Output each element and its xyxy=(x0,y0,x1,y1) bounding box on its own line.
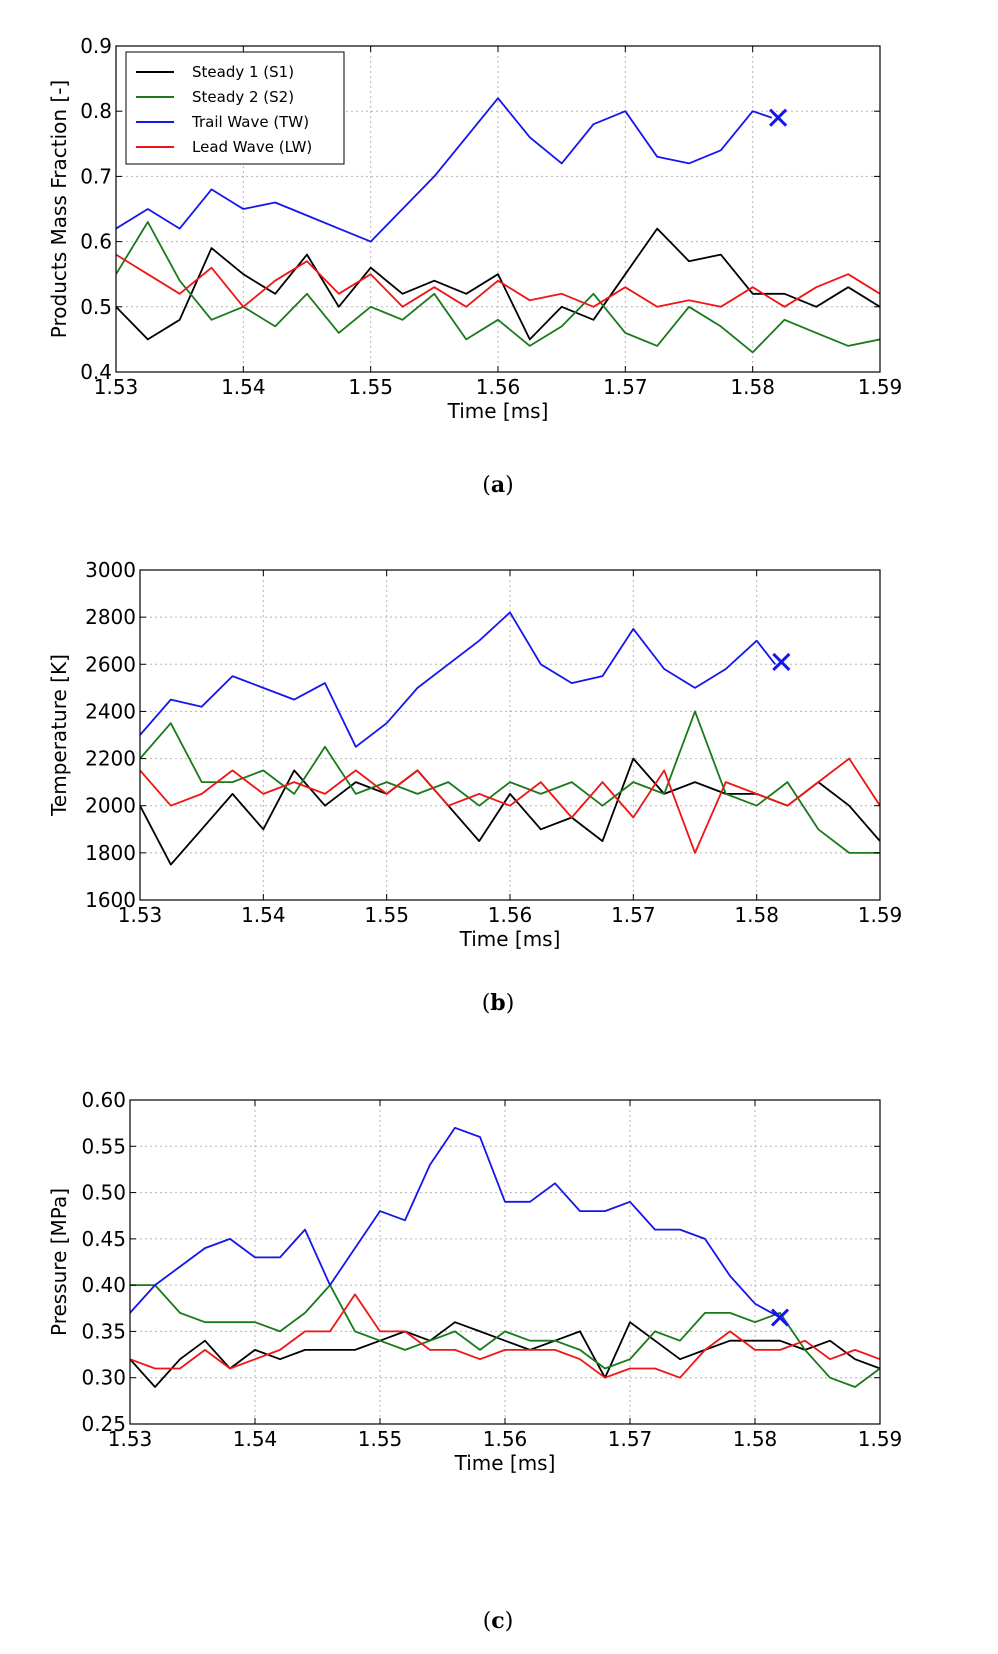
series-line-lead-wave-lw- xyxy=(116,253,880,308)
x-tick-label: 1.54 xyxy=(241,903,286,927)
y-tick-label: 1600 xyxy=(85,888,136,912)
x-axis-label: Time [ms] xyxy=(459,927,561,951)
caption-letter: b xyxy=(490,990,505,1016)
series-line-steady-2-s2- xyxy=(130,1284,880,1388)
series-line-lead-wave-lw- xyxy=(130,1293,880,1379)
y-tick-label: 0.4 xyxy=(80,360,112,384)
panel-b: 1.53 1.54 1.55 1.56 1.57 1.58 1.59 1600 1800 2000… xyxy=(47,558,902,1016)
legend-entry: Trail Wave (TW) xyxy=(191,113,309,131)
x-tick-label: 1.58 xyxy=(733,1427,778,1451)
y-tick-label: 2600 xyxy=(85,652,136,676)
x-tick-label: 1.59 xyxy=(858,375,903,399)
series-line-steady-1-s1- xyxy=(130,1321,880,1388)
y-tick-label: 2000 xyxy=(85,794,136,818)
x-axis-label: Time [ms] xyxy=(447,399,549,423)
legend-box xyxy=(125,51,345,165)
y-tick-label: 0.40 xyxy=(81,1273,126,1297)
y-tick-label: 0.5 xyxy=(80,295,112,319)
y-tick-label: 0.25 xyxy=(81,1412,126,1436)
y-tick-label: 2200 xyxy=(85,747,136,771)
panel-c: 1.53 1.54 1.55 1.56 1.57 1.58 1.59 0.25 0.30 0.35… xyxy=(47,1088,902,1634)
caption-open: ( xyxy=(482,473,491,498)
x-tick-label: 1.56 xyxy=(476,375,521,399)
caption-letter: a xyxy=(491,472,505,498)
caption-close: ) xyxy=(505,1609,514,1634)
legend-entry: Steady 1 (S1) xyxy=(192,63,294,81)
panel-a: 1.53 1.54 1.55 1.56 1.57 1.58 1.59 0.4 0.5 0.6 0.7… xyxy=(47,34,902,498)
series-group xyxy=(130,1126,880,1388)
x-tick-label: 1.59 xyxy=(858,903,903,927)
y-tick-label: 0.60 xyxy=(81,1088,126,1112)
x-tick-label: 1.59 xyxy=(858,1427,903,1451)
caption-open: ( xyxy=(482,991,491,1016)
x-tick-label: 1.57 xyxy=(611,903,656,927)
x-axis-label: Time [ms] xyxy=(454,1451,556,1475)
x-tick-label: 1.57 xyxy=(603,375,648,399)
series-group xyxy=(116,97,880,354)
y-tick-label: 3000 xyxy=(85,558,136,582)
y-tick-label: 0.35 xyxy=(81,1319,126,1343)
caption-close: ) xyxy=(505,473,514,498)
series-line-lead-wave-lw- xyxy=(140,757,880,854)
x-tick-label: 1.55 xyxy=(348,375,393,399)
x-tick-label: 1.53 xyxy=(118,903,163,927)
legend-entry: Steady 2 (S2) xyxy=(192,88,294,106)
y-tick-label: 0.7 xyxy=(80,164,112,188)
x-tick-label: 1.55 xyxy=(358,1427,403,1451)
x-tick-label: 1.57 xyxy=(608,1427,653,1451)
series-line-trail-wave-tw- xyxy=(116,97,773,243)
panel-caption: (a) xyxy=(482,472,513,498)
x-tick-label: 1.54 xyxy=(221,375,266,399)
x-tick-label: 1.58 xyxy=(730,375,775,399)
series-line-steady-2-s2- xyxy=(140,710,880,854)
x-tick-label: 1.56 xyxy=(488,903,533,927)
x-tick-label: 1.54 xyxy=(233,1427,278,1451)
caption-open: ( xyxy=(483,1609,492,1634)
end-marker xyxy=(769,108,788,127)
caption-letter: c xyxy=(491,1608,504,1634)
panel-caption: (b) xyxy=(482,990,515,1016)
y-tick-label: 0.55 xyxy=(81,1134,126,1158)
panel-caption: (c) xyxy=(483,1608,514,1634)
x-tick-label: 1.55 xyxy=(364,903,409,927)
y-tick-label: 2800 xyxy=(85,605,136,629)
x-tick-label: 1.53 xyxy=(108,1427,153,1451)
y-tick-label: 0.30 xyxy=(81,1366,126,1390)
series-line-trail-wave-tw- xyxy=(140,611,776,748)
y-tick-label: 0.45 xyxy=(81,1227,126,1251)
series-line-trail-wave-tw- xyxy=(130,1126,781,1319)
y-tick-label: 2400 xyxy=(85,699,136,723)
y-tick-label: 0.6 xyxy=(80,230,112,254)
y-tick-label: 0.8 xyxy=(80,99,112,123)
y-tick-label: 1800 xyxy=(85,841,136,865)
x-tick-label: 1.53 xyxy=(94,375,139,399)
end-marker xyxy=(772,652,791,671)
series-group xyxy=(140,611,880,866)
end-marker xyxy=(770,1308,790,1327)
x-tick-label: 1.58 xyxy=(734,903,779,927)
y-axis-label: Pressure [MPa] xyxy=(47,1188,71,1336)
legend: Steady 1 (S1) Steady 2 (S2) Trail Wave (TW… xyxy=(125,51,345,165)
y-axis-label: Products Mass Fraction [-] xyxy=(47,80,71,338)
legend-entry: Lead Wave (LW) xyxy=(192,138,312,156)
caption-close: ) xyxy=(506,991,515,1016)
x-tick-label: 1.56 xyxy=(483,1427,528,1451)
y-tick-label: 0.50 xyxy=(81,1181,126,1205)
series-line-steady-1-s1- xyxy=(116,227,880,341)
y-axis-label: Temperature [K] xyxy=(47,654,71,817)
y-tick-label: 0.9 xyxy=(80,34,112,58)
